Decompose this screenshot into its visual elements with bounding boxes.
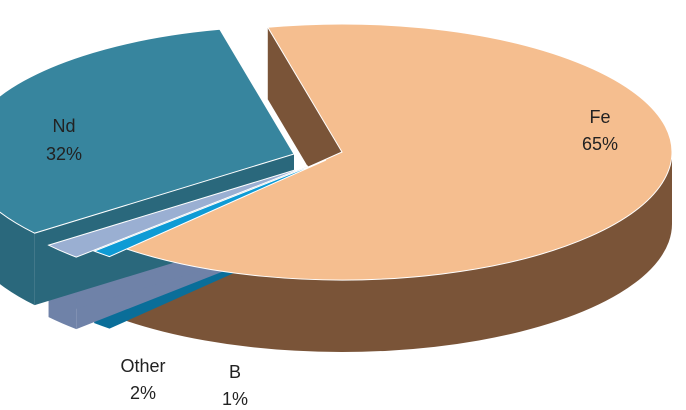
slice-label-other-value: 2% [130,383,156,403]
slice-label-b-value: 1% [222,389,248,409]
slice-side-nd [0,212,35,306]
slice-label-nd-name: Nd [52,116,75,136]
slice-label-other-name: Other [120,356,165,376]
slice-label-other: Other 2% [120,356,165,403]
slice-label-nd-value: 32% [46,144,82,164]
slice-label-nd: Nd 32% [46,116,82,164]
slice-top-b [92,159,327,258]
slice-top-nd [0,28,295,234]
slice-side-fe [125,152,673,352]
slice-top-fe [124,23,673,281]
slice-label-fe-name: Fe [589,107,610,127]
slice-label-b: B 1% [222,362,248,409]
slice-label-b-name: B [229,362,241,382]
pie-top-layer [0,23,673,281]
slice-top-other [47,165,309,258]
slice-label-fe-value: 65% [582,134,618,154]
slice-label-fe: Fe 65% [582,107,618,154]
